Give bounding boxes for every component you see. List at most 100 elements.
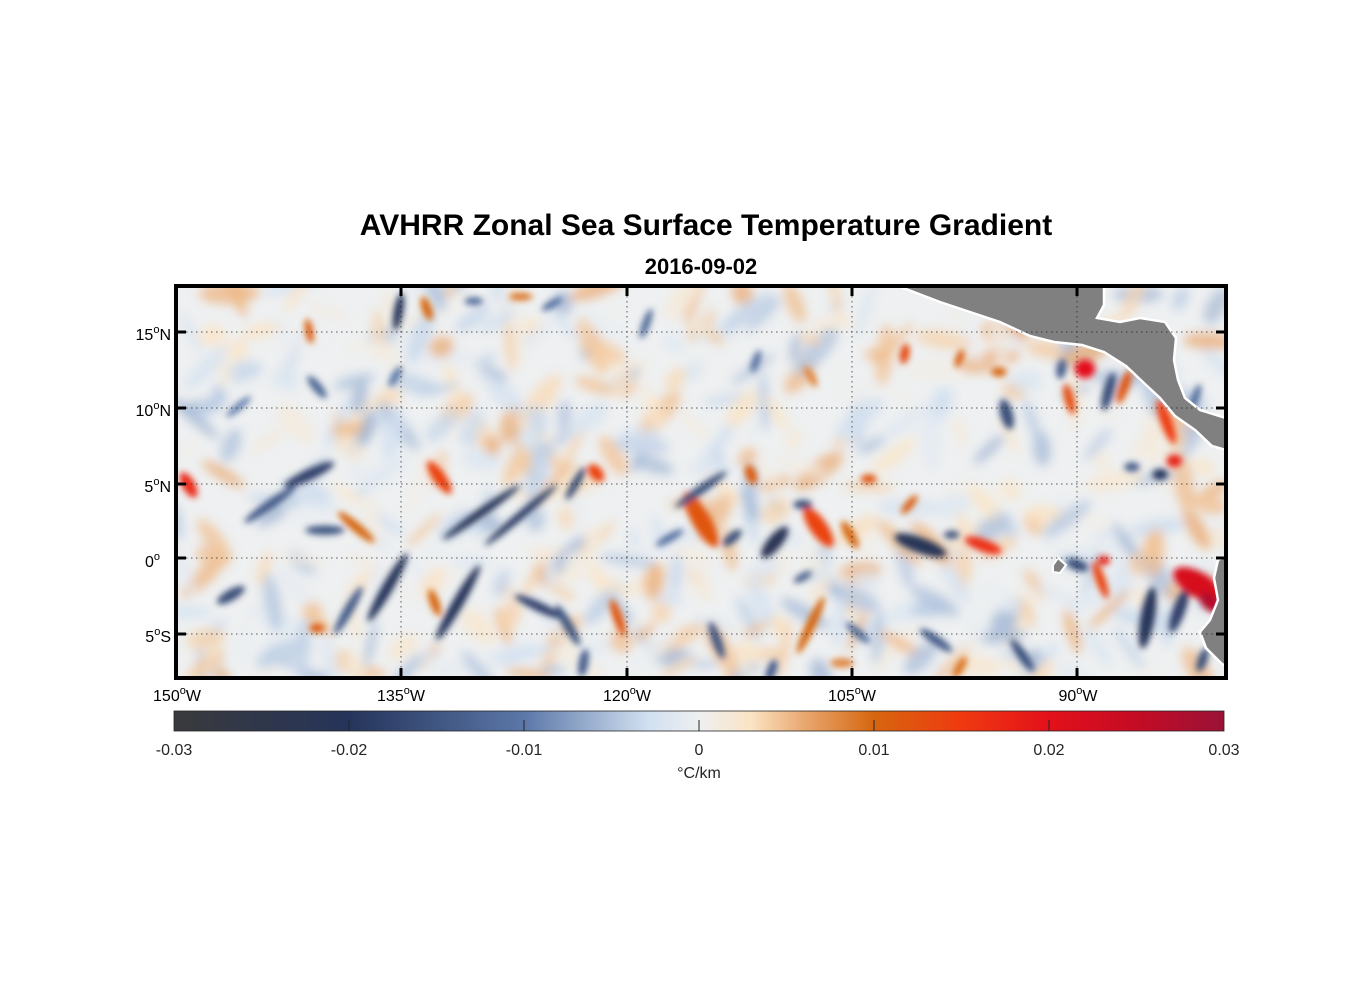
texture-patch: [277, 403, 315, 444]
texture-patch: [747, 582, 776, 628]
texture-patch: [1182, 332, 1226, 350]
texture-patch: [417, 649, 440, 666]
texture-patch: [904, 641, 938, 675]
warm-gradient-feature: [304, 318, 314, 344]
texture-patch: [877, 404, 927, 445]
warm-gradient-feature: [830, 658, 854, 668]
texture-patch: [765, 395, 789, 432]
texture-patch: [293, 617, 312, 678]
texture-patch: [702, 326, 725, 346]
colorbar-tick-label: 0.02: [1033, 742, 1064, 759]
texture-patch: [359, 408, 376, 447]
cool-gradient-feature: [1101, 372, 1116, 411]
texture-patch: [449, 555, 492, 571]
cool-gradient-feature: [555, 604, 581, 646]
texture-patch: [273, 311, 298, 371]
y-tick-label-5n: 5oN: [144, 476, 171, 496]
texture-patch: [406, 513, 442, 548]
texture-patch: [368, 331, 391, 361]
texture-patch: [1033, 584, 1081, 607]
texture-patch: [347, 338, 366, 355]
texture-patch: [1014, 658, 1034, 678]
texture-patch: [391, 313, 407, 370]
texture-patch: [283, 286, 315, 312]
texture-patch: [677, 410, 711, 442]
texture-patch: [527, 405, 548, 438]
texture-patch: [302, 601, 324, 622]
gradient-features: [179, 292, 1223, 678]
texture-patch: [444, 286, 457, 300]
warm-gradient-feature: [1074, 359, 1096, 379]
texture-patch: [827, 286, 842, 319]
texture-patch: [1139, 658, 1153, 678]
x-tick-label-90w: 90oW: [1058, 685, 1098, 705]
cool-gradient-feature: [305, 525, 345, 535]
cool-gradient-feature: [708, 621, 725, 659]
texture-patch: [1130, 424, 1163, 460]
texture-patch: [186, 649, 225, 678]
warm-gradient-feature: [901, 495, 918, 514]
texture-patch: [553, 586, 576, 601]
texture-patch: [999, 480, 1021, 500]
texture-patch: [297, 497, 337, 513]
texture-patch: [915, 330, 972, 350]
cool-gradient-feature: [436, 565, 481, 641]
cool-gradient-feature: [578, 648, 589, 677]
land-central-america: [897, 286, 1226, 668]
cool-gradient-feature: [1152, 469, 1168, 480]
texture-patch: [1114, 627, 1145, 670]
cool-gradient-feature: [793, 499, 813, 510]
texture-patch: [1099, 409, 1120, 419]
texture-patch: [455, 304, 491, 333]
warm-gradient-feature: [803, 366, 818, 387]
texture-patch: [550, 310, 580, 341]
texture-patch: [921, 414, 942, 470]
texture-patch: [425, 410, 459, 443]
texture-patch: [664, 286, 707, 319]
texture-patch: [428, 335, 454, 358]
texture-patch: [939, 560, 971, 604]
texture-patch: [758, 370, 770, 433]
cool-gradient-feature: [655, 529, 684, 547]
texture-patch: [422, 286, 447, 312]
texture-patch: [438, 293, 474, 318]
warm-gradient-feature: [1092, 561, 1109, 599]
texture-patch: [180, 440, 198, 459]
texture-patch: [643, 392, 665, 430]
warm-gradient-feature: [1166, 454, 1183, 468]
warm-gradient-feature: [1116, 370, 1132, 404]
texture-patch: [945, 522, 979, 551]
warm-gradient-feature: [509, 292, 533, 301]
texture-patch: [785, 428, 803, 451]
cool-gradient-feature: [388, 366, 403, 387]
x-tick-label-150w: 150oW: [153, 685, 202, 705]
cool-gradient-feature: [484, 484, 557, 546]
texture-patch: [726, 390, 758, 428]
texture-patch: [1182, 647, 1217, 678]
texture-patch: [811, 316, 856, 330]
warm-gradient-feature: [337, 511, 375, 543]
x-tick-label-135w: 135oW: [377, 685, 426, 705]
texture-patch: [1105, 537, 1136, 592]
texture-patch: [307, 303, 349, 321]
texture-patch: [395, 586, 435, 607]
texture-patch: [1026, 659, 1055, 678]
texture-patch: [775, 620, 793, 678]
texture-patch: [420, 567, 446, 598]
map-frame: [174, 284, 1228, 680]
gridlines: [176, 286, 1226, 678]
cool-gradient-feature: [284, 461, 335, 488]
x-tick-label-105w: 105oW: [828, 685, 877, 705]
texture-patch: [539, 664, 566, 676]
texture-patch: [857, 436, 885, 454]
texture-patch: [525, 506, 546, 532]
cool-gradient-feature: [793, 570, 812, 584]
texture-patch: [406, 306, 436, 364]
texture-patch: [339, 397, 354, 421]
warm-gradient-feature: [964, 536, 1002, 555]
texture-patch: [1091, 448, 1110, 472]
texture-patch: [616, 478, 637, 534]
texture-patch: [722, 293, 775, 331]
cool-gradient-feature: [1056, 358, 1067, 379]
texture-patch: [176, 550, 195, 596]
